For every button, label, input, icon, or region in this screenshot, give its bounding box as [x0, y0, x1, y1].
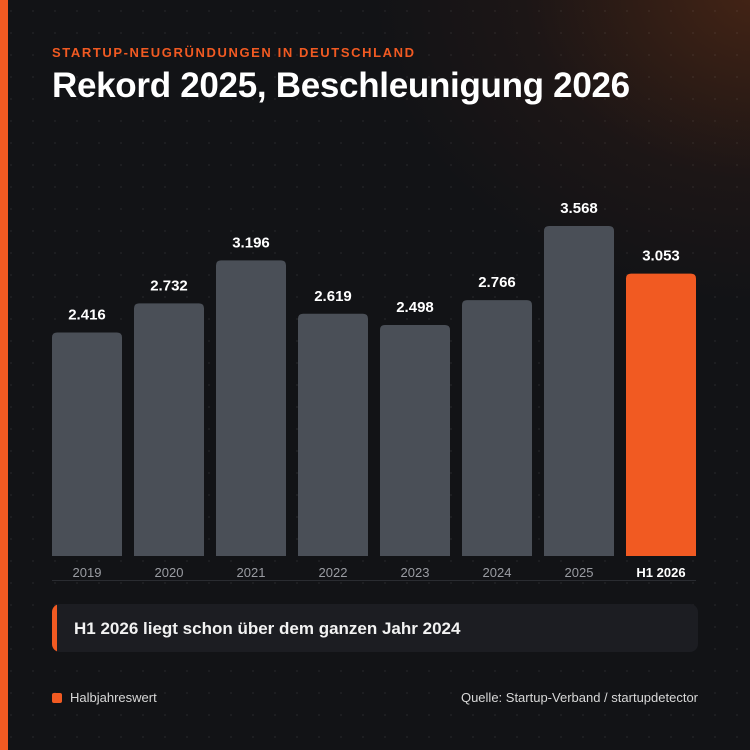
bar-2019	[52, 332, 122, 556]
bar-value-label: 3.053	[642, 248, 680, 265]
x-tick-label: 2019	[73, 565, 102, 580]
x-tick-label: 2023	[401, 565, 430, 580]
bar-value-label: 2.498	[396, 299, 434, 316]
chart-eyebrow: STARTUP-NEUGRÜNDUNGEN IN DEUTSCHLAND	[52, 45, 416, 60]
callout-accent	[52, 604, 57, 652]
legend-label: Halbjahreswert	[70, 690, 157, 705]
bar-value-label: 3.196	[232, 234, 270, 251]
chart-title: Rekord 2025, Beschleunigung 2026	[52, 66, 630, 105]
bar-2023	[380, 324, 450, 556]
x-tick-label: 2022	[319, 565, 348, 580]
bar-2024	[462, 300, 532, 556]
legend: Halbjahreswert	[52, 690, 157, 705]
x-tick-label: 2020	[155, 565, 184, 580]
x-tick-label: 2021	[237, 565, 266, 580]
x-tick-label: H1 2026	[636, 565, 685, 580]
x-tick-label: 2024	[483, 565, 512, 580]
bar-2021	[216, 260, 286, 556]
bar-value-label: 2.619	[314, 288, 352, 305]
bar-value-label: 2.766	[478, 274, 516, 291]
source-note: Quelle: Startup-Verband / startupdetecto…	[460, 690, 698, 705]
bar-value-label: 2.732	[150, 277, 188, 294]
bar-2025	[544, 226, 614, 556]
callout-box: H1 2026 liegt schon über dem ganzen Jahr…	[52, 604, 698, 652]
callout-text: H1 2026 liegt schon über dem ganzen Jahr…	[74, 619, 461, 638]
bar-value-label: 2.416	[68, 307, 106, 324]
bar-chart: 2.416 2019 2.732 2020 3.196 2021 2.619 2022 2.49…	[52, 200, 696, 581]
bar-value-label: 3.568	[560, 200, 598, 217]
left-accent-bar	[0, 0, 8, 750]
legend-swatch	[52, 692, 62, 703]
x-tick-label: 2025	[565, 565, 594, 580]
bar-2020	[134, 303, 204, 556]
bar-2022	[298, 313, 368, 556]
bar-h1-2026	[626, 273, 696, 556]
